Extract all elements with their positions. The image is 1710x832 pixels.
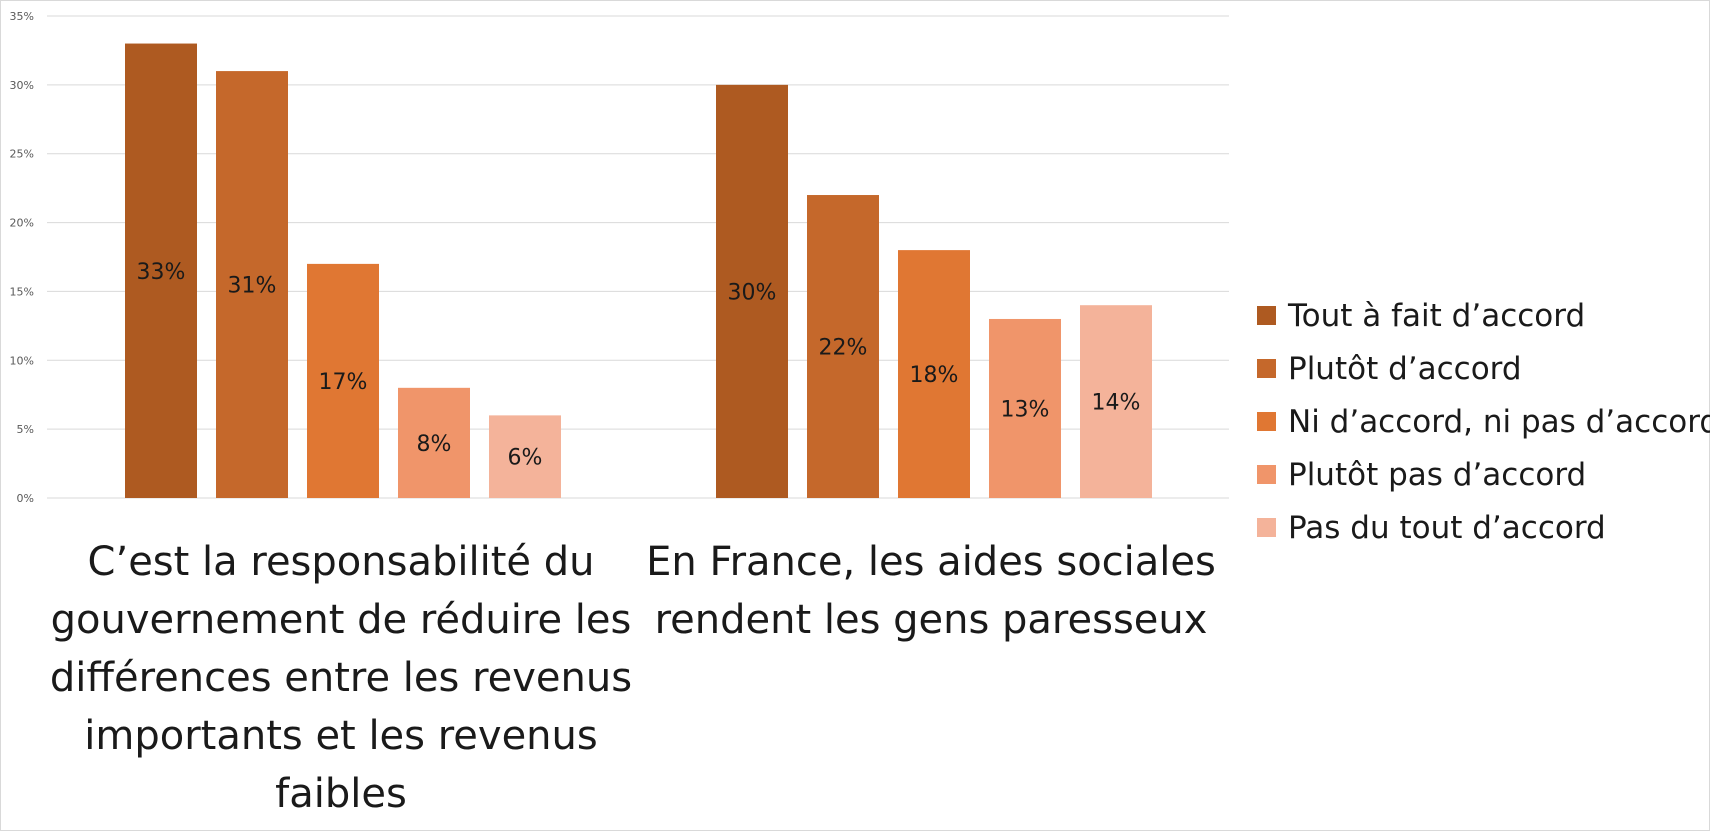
data-label: 14% xyxy=(1092,391,1141,416)
category-label-social-aid: En France, les aides sociales rendent le… xyxy=(646,539,1216,643)
legend-swatch xyxy=(1257,359,1276,378)
legend-label: Plutôt d’accord xyxy=(1288,350,1522,387)
legend-item-plutot-pas: Plutôt pas d’accord xyxy=(1257,448,1710,501)
bar xyxy=(307,263,379,498)
y-tick-label: 5% xyxy=(17,423,34,436)
bars xyxy=(125,43,1152,499)
legend-swatch xyxy=(1257,518,1276,537)
data-label: 18% xyxy=(910,363,959,388)
data-label: 31% xyxy=(228,274,277,299)
data-label: 17% xyxy=(319,370,368,395)
y-tick-label: 25% xyxy=(10,148,34,161)
legend-item-plutot-daccord: Plutôt d’accord xyxy=(1257,342,1710,395)
legend-swatch xyxy=(1257,306,1276,325)
y-tick-label: 20% xyxy=(10,217,34,230)
y-axis-tick-labels: 0% 5% 10% 15% 20% 25% 30% 35% xyxy=(10,10,34,505)
legend-label: Pas du tout d’accord xyxy=(1288,509,1606,546)
data-labels: 33% 31% 17% 8% 6% 30% 22% 18% 13% 14% xyxy=(137,260,1141,471)
legend-item-tout-a-fait: Tout à fait d’accord xyxy=(1257,289,1710,342)
bar xyxy=(398,387,470,498)
data-label: 6% xyxy=(508,446,543,471)
bar xyxy=(216,71,288,498)
data-label: 8% xyxy=(417,432,452,457)
bar xyxy=(489,415,561,498)
y-tick-label: 35% xyxy=(10,10,34,23)
data-label: 30% xyxy=(728,280,777,305)
legend-label: Ni d’accord, ni pas d’accord xyxy=(1288,403,1710,440)
bar xyxy=(716,84,788,498)
data-label: 33% xyxy=(137,260,186,285)
bar xyxy=(125,43,197,499)
category-label-government-responsibility: C’est la responsabilité du gouvernement … xyxy=(49,539,633,817)
legend-swatch xyxy=(1257,465,1276,484)
legend-item-pas-du-tout: Pas du tout d’accord xyxy=(1257,501,1710,554)
bar xyxy=(1080,305,1152,498)
y-tick-label: 15% xyxy=(10,285,34,298)
y-tick-label: 0% xyxy=(17,492,34,505)
legend-item-neutre: Ni d’accord, ni pas d’accord xyxy=(1257,395,1710,448)
legend-swatch xyxy=(1257,412,1276,431)
y-tick-label: 10% xyxy=(10,354,34,367)
data-label: 22% xyxy=(819,336,868,361)
bar xyxy=(989,318,1061,498)
legend: Tout à fait d’accord Plutôt d’accord Ni … xyxy=(1257,289,1710,554)
data-label: 13% xyxy=(1001,397,1050,422)
bar xyxy=(807,195,879,498)
y-tick-label: 30% xyxy=(10,79,34,92)
bar xyxy=(898,250,970,498)
legend-label: Tout à fait d’accord xyxy=(1288,297,1586,334)
legend-label: Plutôt pas d’accord xyxy=(1288,456,1587,493)
